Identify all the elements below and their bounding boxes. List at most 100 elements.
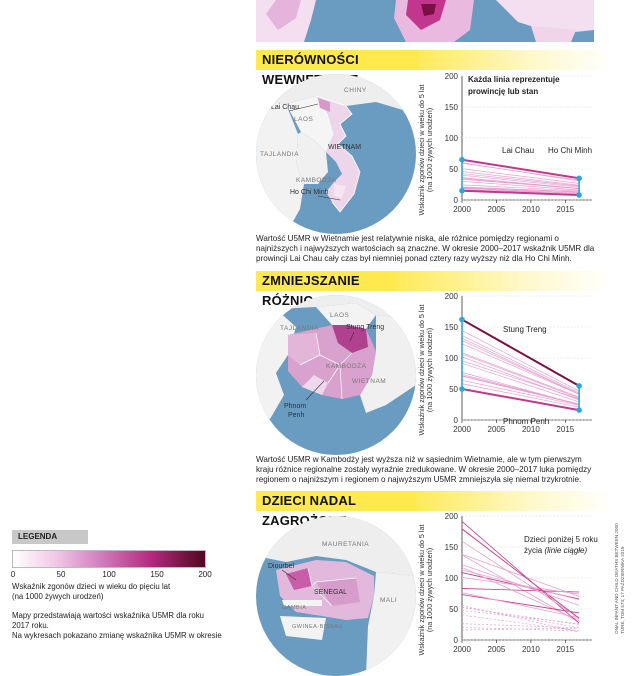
province-line <box>461 330 580 392</box>
chart-note-line2: prowincję lub stan <box>468 87 538 96</box>
x-tick-label: 2005 <box>488 425 506 434</box>
province-line <box>461 173 580 187</box>
province-line-dashed <box>461 627 580 632</box>
province-line <box>461 187 580 194</box>
province-line <box>461 383 580 408</box>
legend-title: LEGENDA <box>12 530 88 544</box>
y-axis-label-unit: (na 1000 żywych urodzeń) <box>425 548 434 632</box>
province-line <box>461 564 580 606</box>
y-tick-label: 150 <box>445 543 459 552</box>
map-label-thailand: TAJLANDIA <box>260 151 299 158</box>
y-axis-label: Wskaźnik zgonów dzieci w wieku do 5 lat <box>417 304 426 435</box>
x-tick-label: 2005 <box>488 645 506 654</box>
y-tick-label: 50 <box>449 165 458 174</box>
caption-vietnam: Wartość U5MR w Wietnamie jest relatywnie… <box>256 234 595 264</box>
province-line <box>461 171 580 186</box>
series-line-lai-chau <box>461 158 580 180</box>
series-line-phnom-penh <box>461 388 580 412</box>
province-line <box>461 594 580 614</box>
globe-map-cambodia: LAOS TAJLANDIA Stung Treng KAMBODŻA WIET… <box>256 295 416 455</box>
map-label-ho-chi-minh: Ho Chi Minh <box>290 189 329 196</box>
world-map-strip <box>256 0 594 42</box>
province-line-dashed <box>461 605 580 633</box>
province-line <box>461 180 580 191</box>
section-header-inequality: NIERÓWNOŚCI WEWNĘTRZNE <box>256 50 612 87</box>
map-label-diourbel: Diourbel <box>268 563 295 570</box>
map-label-cambodia: KAMBODŻA <box>296 175 337 184</box>
y-axis-label: Wskaźnik zgonów dzieci w wieku do 5 lat <box>417 84 426 215</box>
map-label-senegal: SENEGAL <box>314 589 347 596</box>
map-label-thailand: TAJLANDIA <box>280 325 319 332</box>
province-line <box>461 343 580 395</box>
legend-tick: 100 <box>102 570 116 579</box>
legend-description: Wskaźnik zgonów dzieci w wieku do pięciu… <box>12 582 171 601</box>
map-label-phnom-penh: Phnom <box>284 403 306 410</box>
chart-note-line1: Dzieci poniżej 5 roku <box>524 535 598 544</box>
y-tick-label: 150 <box>445 323 459 332</box>
series-line-ho-chi-minh <box>461 189 580 197</box>
province-line <box>461 335 580 394</box>
map-label-phnom-penh-2: Penh <box>288 412 304 419</box>
province-line <box>461 187 580 193</box>
y-tick-label: 200 <box>445 292 459 301</box>
range-marker <box>576 175 582 182</box>
chart-note-line1: Każda linia reprezentuje <box>468 75 560 84</box>
province-line-dashed <box>461 627 580 631</box>
province-line <box>461 174 580 188</box>
province-line <box>461 375 580 405</box>
line-label-lai-chau: Lai Chau <box>502 146 534 155</box>
map-label-stung-treng: Stung Treng <box>346 324 384 331</box>
map-label-laos: LAOS <box>294 116 314 123</box>
legend-tick: 150 <box>150 570 164 579</box>
province-line <box>461 592 580 619</box>
x-tick-label: 2000 <box>453 425 471 434</box>
province-line <box>461 162 580 182</box>
map-label-vietnam: WIETNAM <box>352 378 386 385</box>
province-line <box>461 379 580 406</box>
x-tick-label: 2010 <box>522 205 540 214</box>
line-label-phnom-penh: Phnom Penh <box>503 417 549 426</box>
province-line <box>461 375 580 405</box>
y-tick-label: 0 <box>454 416 459 425</box>
y-tick-label: 200 <box>445 512 459 521</box>
province-line <box>461 362 580 403</box>
province-line <box>461 168 580 184</box>
province-line <box>461 337 580 395</box>
province-line <box>461 521 580 624</box>
section-header-reducing: ZMNIEJSZANIE RÓŻNIC <box>256 271 612 308</box>
legend-tick: 200 <box>198 570 212 579</box>
province-line <box>461 352 580 398</box>
map-label-vietnam: WIETNAM <box>328 144 361 151</box>
legend-tick: 0 <box>10 570 16 579</box>
y-tick-label: 200 <box>445 72 459 81</box>
range-marker <box>576 407 582 413</box>
map-label-laos: LAOS <box>330 312 350 319</box>
province-line <box>461 184 580 192</box>
map-label-cambodia: KAMBODŻA <box>326 361 367 370</box>
chart-vietnam: 0 50 100 150 200 2000 2005 2010 2015 Wskaźnik zg… <box>410 68 600 233</box>
chart-senegal: 0 50 100 150 200 2000 2005 2010 2015 Wskaźnik zg… <box>410 508 600 673</box>
source-credit: ONAL INFANT AND CHILD DEATHS BETWEEN 200… <box>604 500 638 638</box>
map-label-guinea-bissau: GWINEA-BISSAU <box>292 624 343 630</box>
y-tick-label: 50 <box>449 385 458 394</box>
province-line <box>461 360 580 400</box>
province-line <box>461 177 580 189</box>
y-axis-label-unit: (na 1000 żywych urodzeń) <box>425 328 434 412</box>
province-line <box>461 353 580 399</box>
province-line <box>461 178 580 190</box>
x-tick-label: 2015 <box>556 645 574 654</box>
range-marker <box>459 187 465 194</box>
range-marker <box>459 316 465 323</box>
province-line <box>461 540 580 619</box>
y-tick-label: 100 <box>445 354 459 363</box>
province-line <box>461 340 580 395</box>
map-label-china: CHINY <box>344 87 367 94</box>
x-tick-label: 2015 <box>556 205 574 214</box>
map-label-gambia: GAMBIA <box>282 605 306 611</box>
range-marker <box>459 156 465 163</box>
legend-note-maps: Mapy przedstawiają wartości wskaźnika U5… <box>12 611 204 630</box>
y-tick-label: 100 <box>445 574 459 583</box>
x-tick-label: 2010 <box>522 425 540 434</box>
legend-color-scale <box>12 550 206 568</box>
y-tick-label: 50 <box>449 605 458 614</box>
